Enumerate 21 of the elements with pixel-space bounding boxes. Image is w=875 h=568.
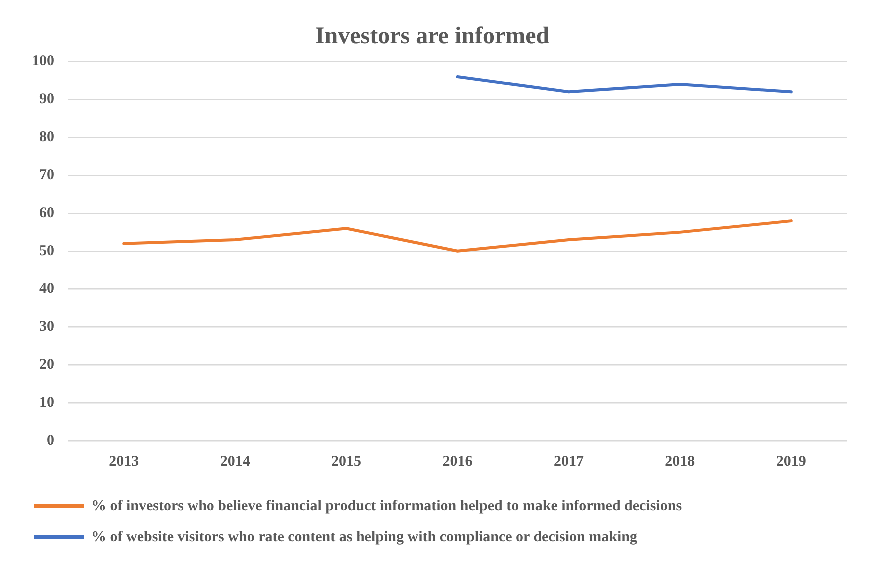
y-tick-label: 0 [47,432,54,449]
x-tick-label: 2015 [332,454,362,470]
y-tick-label: 100 [32,54,54,70]
legend-label: % of website visitors who rate content as helping with compliance or decision making [92,529,638,546]
y-tick-label: 10 [40,394,54,411]
y-tick-label: 20 [40,357,54,374]
x-tick-label: 2017 [554,454,584,470]
y-tick-label: 40 [40,281,54,298]
y-tick-label: 80 [40,130,54,146]
y-tick-label: 70 [40,167,54,184]
y-tick-label: 30 [40,319,54,336]
x-tick-label: 2019 [776,454,806,470]
chart-title: Investors are informed [315,24,550,50]
y-tick-label: 90 [40,92,54,108]
x-tick-label: 2016 [442,454,474,470]
y-tick-label: 50 [40,243,54,260]
x-tick-label: 2013 [109,454,140,470]
x-tick-label: 2014 [220,454,251,470]
legend-label: % of investors who believe financial product information helped to make informed decisions [92,498,682,514]
x-tick-label: 2018 [665,454,696,470]
y-tick-label: 60 [40,205,54,222]
